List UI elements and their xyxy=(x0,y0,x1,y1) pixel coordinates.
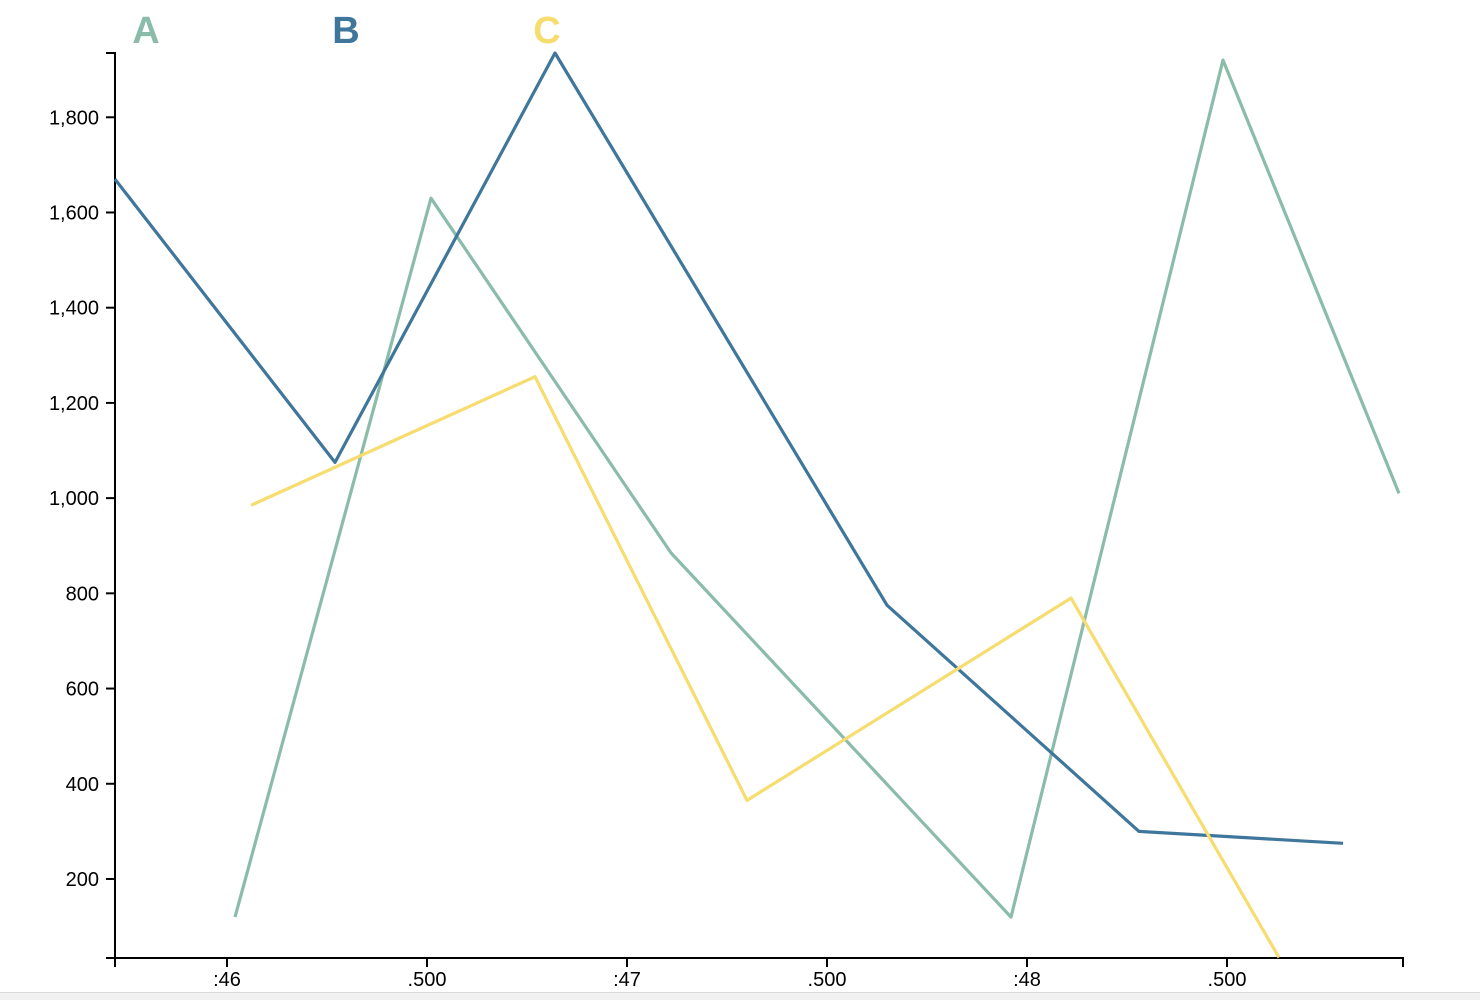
x-tick-label: .500 xyxy=(408,969,447,991)
x-tick-label: :47 xyxy=(613,969,641,991)
x-tick-label: :48 xyxy=(1013,969,1041,991)
y-axis-line xyxy=(106,52,116,959)
chart-legend: A B C xyxy=(0,0,1480,50)
series-line-a xyxy=(233,58,1401,919)
y-tick-label: 600 xyxy=(66,679,99,701)
y-tick-label: 1,000 xyxy=(49,488,99,510)
y-tick-label: 400 xyxy=(66,774,99,796)
bottom-edge-strip xyxy=(0,992,1480,1000)
x-tick-label: .500 xyxy=(808,969,847,991)
x-tick-label: :46 xyxy=(213,969,241,991)
series-line-c xyxy=(250,375,1281,959)
legend-item-a[interactable]: A xyxy=(132,10,160,52)
y-tick-label: 1,400 xyxy=(49,298,99,320)
x-tick-label: .500 xyxy=(1208,969,1247,991)
y-tick-label: 1,200 xyxy=(49,393,99,415)
y-tick-label: 800 xyxy=(66,583,99,605)
y-tick-label: 1,600 xyxy=(49,202,99,224)
legend-item-b[interactable]: B xyxy=(332,10,360,52)
y-tick-label: 1,800 xyxy=(49,107,99,129)
series-line-b xyxy=(113,51,1344,845)
y-tick-label: 200 xyxy=(66,869,99,891)
x-axis-line xyxy=(114,957,1404,967)
legend-item-c[interactable]: C xyxy=(533,10,561,52)
